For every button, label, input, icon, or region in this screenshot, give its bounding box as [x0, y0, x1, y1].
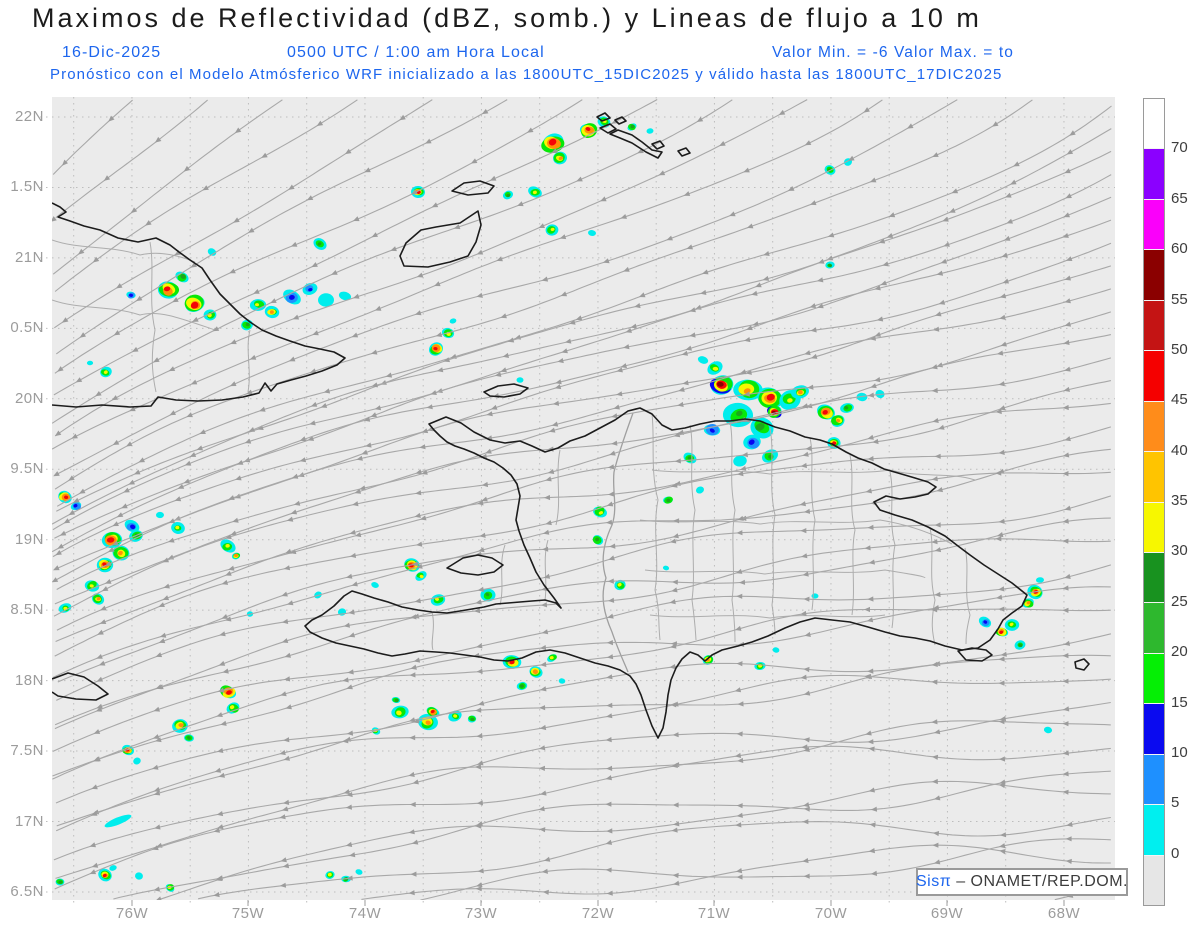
- lon-label: 74W: [348, 905, 382, 922]
- colorbar-segment: [1144, 602, 1164, 653]
- colorbar-segment: [1144, 551, 1164, 603]
- lat-label: 21N: [14, 249, 44, 266]
- colorbar-segment: [1144, 198, 1164, 250]
- colorbar-segment: [1144, 703, 1164, 754]
- lon-ticks: [131, 900, 1065, 906]
- lon-label: 72W: [581, 905, 615, 922]
- lat-label: 9.5N: [10, 460, 44, 477]
- coastlines: [52, 112, 1090, 739]
- colorbar-segment: [1144, 451, 1164, 502]
- lat-label: 19N: [14, 531, 44, 548]
- colorbar-segment: [1144, 350, 1164, 401]
- colorbar-tick-label: 30: [1171, 542, 1188, 560]
- lat-label: 1.5N: [10, 178, 44, 195]
- colorbar-segment: [1144, 501, 1164, 552]
- lat-label: 6.5N: [10, 883, 44, 900]
- value-minmax: Valor Min. = -6 Valor Max. = to: [772, 44, 1014, 61]
- lon-label: 70W: [814, 905, 848, 922]
- colorbar-tick-label: 5: [1171, 794, 1180, 812]
- lat-label: 8.5N: [10, 601, 44, 618]
- lon-label: 76W: [115, 905, 149, 922]
- lat-label: 0.5N: [10, 319, 44, 336]
- lon-label: 75W: [231, 905, 265, 922]
- colorbar-tick-label: 55: [1171, 290, 1188, 308]
- lon-label: 71W: [697, 905, 731, 922]
- colorbar-segment: [1144, 299, 1164, 351]
- page-title: Maximos de Reflectividad (dBZ, somb.) y …: [32, 3, 982, 33]
- forecast-time: 0500 UTC / 1:00 am Hora Local: [287, 44, 545, 61]
- colorbar-tick-label: 35: [1171, 492, 1188, 509]
- colorbar-segment: [1144, 249, 1164, 300]
- colorbar-tick-label: 25: [1171, 592, 1188, 610]
- lat-label: 7.5N: [10, 742, 44, 759]
- colorbar-segment: [1144, 854, 1164, 905]
- colorbar-segment: [1144, 99, 1164, 149]
- colorbar-segment: [1144, 753, 1164, 805]
- colorbar-segment: [1144, 148, 1164, 199]
- map-background: [52, 97, 1115, 900]
- colorbar-tick-label: 65: [1171, 189, 1188, 207]
- lon-label: 69W: [930, 905, 964, 922]
- haiti-dr-border: [602, 412, 634, 673]
- colorbar-tick-label: 0: [1171, 844, 1180, 862]
- lon-label: 73W: [464, 905, 498, 922]
- model-init-line: Pronóstico con el Modelo Atmósferico WRF…: [50, 66, 1003, 83]
- colorbar-tick-label: 45: [1171, 391, 1188, 409]
- colorbar-segment: [1144, 804, 1164, 855]
- province-borders: [52, 239, 976, 673]
- colorbar-tick-label: 60: [1171, 240, 1188, 258]
- credit-org: – ONAMET/REP.DOM.: [951, 873, 1128, 890]
- colorbar-segment: [1144, 652, 1164, 704]
- lat-label: 20N: [14, 390, 44, 407]
- colorbar-tick-label: 20: [1171, 643, 1188, 661]
- colorbar: [1143, 98, 1165, 906]
- lat-label: 18N: [14, 672, 44, 689]
- streamlines: [52, 99, 1112, 900]
- lat-label: 22N: [14, 108, 44, 125]
- lon-label: 68W: [1047, 905, 1081, 922]
- forecast-date: 16-Dic-2025: [62, 44, 162, 61]
- colorbar-tick-label: 70: [1171, 139, 1188, 157]
- colorbar-tick-label: 40: [1171, 441, 1188, 459]
- colorbar-tick-label: 10: [1171, 743, 1188, 761]
- colorbar-tick-label: 50: [1171, 340, 1188, 358]
- credit-box: Sisπ – ONAMET/REP.DOM.: [916, 868, 1128, 896]
- colorbar-segment: [1144, 400, 1164, 452]
- lat-label: 17N: [14, 813, 44, 830]
- colorbar-tick-label: 15: [1171, 693, 1188, 711]
- brand-logo: Sisπ: [916, 873, 952, 890]
